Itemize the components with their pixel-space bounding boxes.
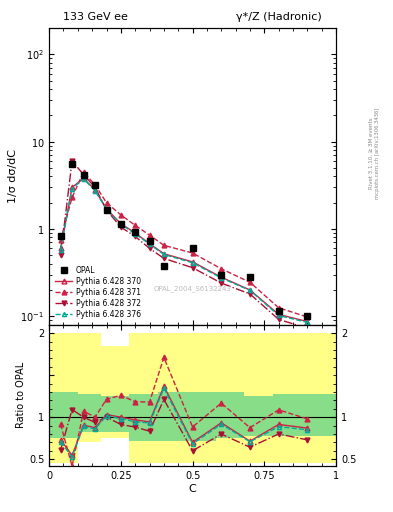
Y-axis label: Ratio to OPAL: Ratio to OPAL (16, 362, 26, 429)
Text: γ*/Z (Hadronic): γ*/Z (Hadronic) (236, 12, 321, 22)
Text: mcplots.cern.ch [arXiv:1306.3436]: mcplots.cern.ch [arXiv:1306.3436] (375, 108, 380, 199)
Text: 133 GeV ee: 133 GeV ee (64, 12, 129, 22)
Text: OPAL_2004_S6132243: OPAL_2004_S6132243 (154, 286, 231, 292)
Legend: OPAL, Pythia 6.428 370, Pythia 6.428 371, Pythia 6.428 372, Pythia 6.428 376: OPAL, Pythia 6.428 370, Pythia 6.428 371… (53, 264, 143, 321)
X-axis label: C: C (189, 483, 196, 494)
Y-axis label: 1/σ dσ/dC: 1/σ dσ/dC (7, 150, 18, 203)
Text: Rivet 3.1.10, ≥ 3M events: Rivet 3.1.10, ≥ 3M events (369, 118, 374, 189)
